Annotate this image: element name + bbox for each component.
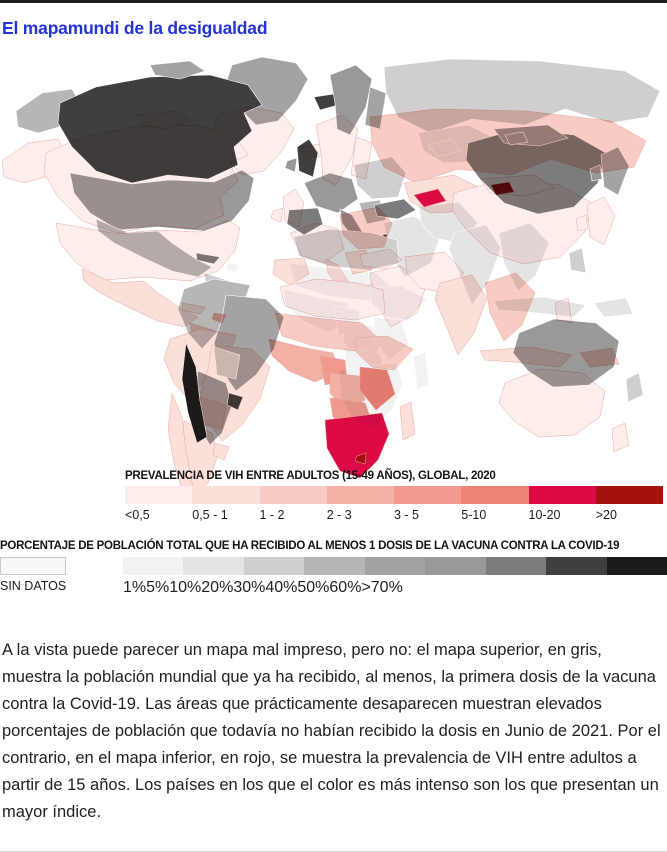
- region-philippines: [568, 247, 587, 274]
- vaccine-swatch: [123, 557, 184, 575]
- vaccine-scale-row: [0, 557, 667, 575]
- region-madagascar: [399, 401, 416, 441]
- vaccine-swatch: [546, 557, 607, 575]
- region-western-europe: [289, 222, 345, 264]
- hiv-swatch: [326, 486, 394, 504]
- region-australia: [498, 368, 606, 438]
- vaccine-bin-label: 30%: [233, 579, 266, 596]
- region-finland-baltics: [350, 136, 373, 180]
- region-uruguay: [212, 442, 230, 461]
- vaccine-bin-label: 50%: [297, 579, 330, 596]
- region-southeast-asia: [484, 272, 536, 342]
- hiv-swatch: [461, 486, 529, 504]
- hiv-bin-label: 3 - 5: [394, 508, 420, 522]
- region-scandinavia: [315, 114, 359, 186]
- region-korea: [575, 214, 589, 232]
- vaccine-swatch: [606, 557, 667, 575]
- vaccine-labels-row: SIN DATOS 1% 5% 10% 20% 30% 40% 50% 60% >70%: [0, 579, 667, 597]
- vaccine-bin-label: 60%: [329, 579, 362, 596]
- hiv-bin-label: >20: [595, 508, 617, 522]
- hiv-bin-labels: <0,5 0,5 - 1 1 - 2 2 - 3 3 - 5 5-10 10-20 >20: [125, 508, 663, 522]
- vaccine-swatch: [243, 557, 305, 575]
- region-hispaniola: [211, 312, 227, 324]
- hiv-legend-title: PREVALENCIA DE VIH ENTRE ADULTOS (15-49 …: [125, 470, 496, 482]
- vaccine-swatch: [364, 557, 426, 575]
- region-mexico: [81, 268, 199, 328]
- region-eastern-europe: [339, 206, 393, 250]
- region-ireland: [270, 207, 284, 223]
- vaccine-color-scale: [123, 557, 667, 575]
- hiv-swatch: [595, 486, 663, 504]
- region-japan: [586, 196, 616, 246]
- hiv-bin-label: 2 - 3: [326, 508, 352, 522]
- region-new-zealand: [625, 372, 644, 403]
- hiv-bin-label: 1 - 2: [259, 508, 285, 522]
- vaccine-legend: PORCENTAJE DE POBLACIÓN TOTAL QUE HA REC…: [0, 540, 667, 597]
- region-southern-africa: [324, 412, 390, 479]
- region-north-africa: [279, 278, 386, 321]
- vaccine-swatch: [304, 557, 365, 575]
- region-horn-of-africa: [354, 335, 414, 371]
- hiv-swatch: [125, 486, 193, 504]
- hiv-swatch: [394, 486, 462, 504]
- vaccine-bin-label: 10%: [169, 579, 202, 596]
- world-choropleth-map: [1, 56, 661, 496]
- hiv-swatch: [259, 486, 327, 504]
- region-cuba: [181, 302, 207, 315]
- hiv-bin-label: 10-20: [528, 508, 561, 522]
- hiv-map-layer: [1, 106, 647, 496]
- region-india: [434, 274, 488, 356]
- region-iberia: [272, 257, 310, 286]
- vaccine-bin-label: 1%: [123, 579, 147, 596]
- region-madagascar: [413, 351, 430, 391]
- region-canadian-arctic: [135, 110, 192, 130]
- article-paragraph: A la vista puede parecer un mapa mal imp…: [2, 641, 661, 821]
- no-data-label: SIN DATOS: [0, 579, 67, 593]
- hiv-bin-label: 0,5 - 1: [192, 508, 228, 522]
- region-lesotho-eswatini: [354, 452, 367, 465]
- vaccine-bin-label: 40%: [265, 579, 298, 596]
- top-rule: [0, 0, 667, 3]
- hiv-legend: PREVALENCIA DE VIH ENTRE ADULTOS (15-49 …: [125, 470, 663, 522]
- region-central-asia-spot: [413, 188, 447, 208]
- vaccine-bin-label: 5%: [146, 579, 170, 596]
- region-papua: [593, 297, 634, 318]
- hiv-bin-label: <0,5: [125, 508, 150, 522]
- hiv-color-scale: [125, 486, 663, 504]
- region-canadian-arctic: [149, 60, 206, 80]
- region-bolivia-paraguay: [199, 396, 227, 430]
- vaccine-bin-labels: 1% 5% 10% 20% 30% 40% 50% 60% >70%: [123, 579, 667, 597]
- vaccine-bin-label: 20%: [201, 579, 234, 596]
- region-canada: [43, 124, 249, 234]
- hiv-bin-label: 5-10: [461, 508, 487, 522]
- page-title: El mapamundi de la desigualdad: [2, 18, 268, 38]
- no-data-swatch: [0, 557, 66, 575]
- vaccine-swatch: [183, 557, 244, 575]
- vaccine-legend-title: PORCENTAJE DE POBLACIÓN TOTAL QUE HA REC…: [0, 540, 620, 552]
- region-papua: [579, 347, 620, 368]
- region-indonesia: [479, 346, 573, 368]
- region-turkey: [359, 248, 403, 270]
- region-uk: [282, 188, 305, 228]
- region-russia: [369, 108, 647, 184]
- region-philippines: [554, 297, 573, 324]
- region-new-zealand: [611, 422, 630, 453]
- hiv-swatch: [192, 486, 260, 504]
- hiv-swatch: [528, 486, 596, 504]
- region-east-africa: [359, 366, 396, 411]
- vaccine-bin-label: >70%: [361, 579, 403, 596]
- region-ireland: [284, 157, 298, 173]
- region-usa: [55, 219, 241, 282]
- region-hispaniola: [225, 262, 241, 274]
- vaccine-swatch: [425, 557, 486, 575]
- vaccine-swatch: [485, 557, 547, 575]
- region-mongolia-spot: [490, 181, 515, 196]
